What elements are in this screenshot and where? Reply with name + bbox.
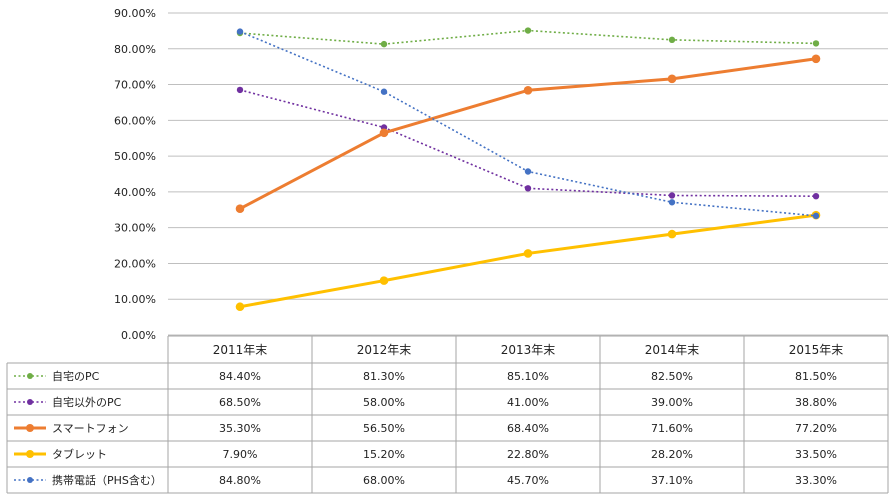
table-value: 77.20% bbox=[795, 422, 837, 435]
category-label: 2014年末 bbox=[645, 343, 700, 357]
series-name: 自宅以外のPC bbox=[52, 395, 122, 409]
y-tick-label: 80.00% bbox=[114, 43, 156, 56]
table-value: 81.30% bbox=[363, 370, 405, 383]
data-point bbox=[380, 40, 388, 48]
category-label: 2012年末 bbox=[357, 343, 412, 357]
table-value: 71.60% bbox=[651, 422, 693, 435]
table-value: 85.10% bbox=[507, 370, 549, 383]
series-line-3 bbox=[239, 213, 817, 309]
data-point bbox=[524, 185, 532, 192]
legend-key-marker bbox=[27, 373, 33, 379]
y-tick-label: 20.00% bbox=[114, 257, 156, 270]
legend-key-marker bbox=[26, 450, 34, 458]
data-point bbox=[668, 199, 676, 206]
table-value: 38.80% bbox=[795, 396, 837, 409]
data-point bbox=[811, 54, 821, 64]
table-value: 37.10% bbox=[651, 474, 693, 487]
table-value: 82.50% bbox=[651, 370, 693, 383]
data-point bbox=[236, 86, 244, 94]
series-name: 自宅のPC bbox=[52, 369, 100, 383]
series-name: スマートフォン bbox=[52, 422, 129, 435]
table-value: 81.50% bbox=[795, 370, 837, 383]
data-point bbox=[379, 128, 389, 138]
table-value: 56.50% bbox=[363, 422, 405, 435]
table-value: 28.20% bbox=[651, 448, 693, 461]
data-point bbox=[524, 27, 532, 34]
table-value: 58.00% bbox=[363, 396, 405, 409]
series-lines bbox=[235, 27, 821, 312]
series-name: 携帯電話（PHS含む） bbox=[52, 473, 162, 487]
data-point bbox=[667, 74, 677, 84]
data-point bbox=[668, 36, 676, 44]
y-tick-label: 70.00% bbox=[114, 79, 156, 92]
data-point bbox=[668, 192, 676, 199]
data-point bbox=[523, 249, 533, 258]
data-point bbox=[667, 229, 677, 239]
y-tick-label: 60.00% bbox=[114, 114, 156, 127]
series-line-1 bbox=[239, 89, 817, 197]
y-axis-tick-labels: 0.00% 10.00% 20.00% 30.00% 40.00% 50.00% 60.00… bbox=[114, 7, 156, 342]
table-value: 68.00% bbox=[363, 474, 405, 487]
y-tick-label: 40.00% bbox=[114, 186, 156, 199]
table-value: 7.90% bbox=[223, 448, 258, 461]
data-point bbox=[235, 302, 245, 312]
table-value: 33.50% bbox=[795, 448, 837, 461]
table-value: 68.50% bbox=[219, 396, 261, 409]
table-value: 33.30% bbox=[795, 474, 837, 487]
category-label: 2015年末 bbox=[789, 343, 844, 357]
table-value: 22.80% bbox=[507, 448, 549, 461]
category-label: 2013年末 bbox=[501, 343, 556, 357]
legend-key-marker bbox=[26, 424, 34, 432]
table-value: 35.30% bbox=[219, 422, 261, 435]
table-value: 41.00% bbox=[507, 396, 549, 409]
table-value: 68.40% bbox=[507, 422, 549, 435]
data-point bbox=[235, 204, 245, 214]
table-value: 45.70% bbox=[507, 474, 549, 487]
y-tick-label: 50.00% bbox=[114, 150, 156, 163]
y-tick-label: 0.00% bbox=[121, 329, 156, 342]
y-tick-label: 90.00% bbox=[114, 7, 156, 20]
data-point bbox=[236, 28, 244, 35]
table-value: 84.80% bbox=[219, 474, 261, 487]
data-point bbox=[812, 40, 820, 47]
data-point bbox=[380, 88, 388, 95]
table-value: 84.40% bbox=[219, 370, 261, 383]
table-value: 39.00% bbox=[651, 396, 693, 409]
legend-key-marker bbox=[27, 399, 33, 405]
table-value: 15.20% bbox=[363, 448, 405, 461]
data-point bbox=[379, 276, 389, 285]
y-tick-label: 10.00% bbox=[114, 293, 156, 306]
legend-key-marker bbox=[27, 477, 33, 483]
data-point bbox=[523, 85, 533, 95]
data-point bbox=[524, 168, 532, 175]
data-point bbox=[812, 212, 820, 220]
y-tick-label: 30.00% bbox=[114, 222, 156, 235]
data-point bbox=[812, 192, 820, 200]
category-label: 2011年末 bbox=[213, 343, 268, 357]
series-name: タブレット bbox=[52, 447, 107, 461]
